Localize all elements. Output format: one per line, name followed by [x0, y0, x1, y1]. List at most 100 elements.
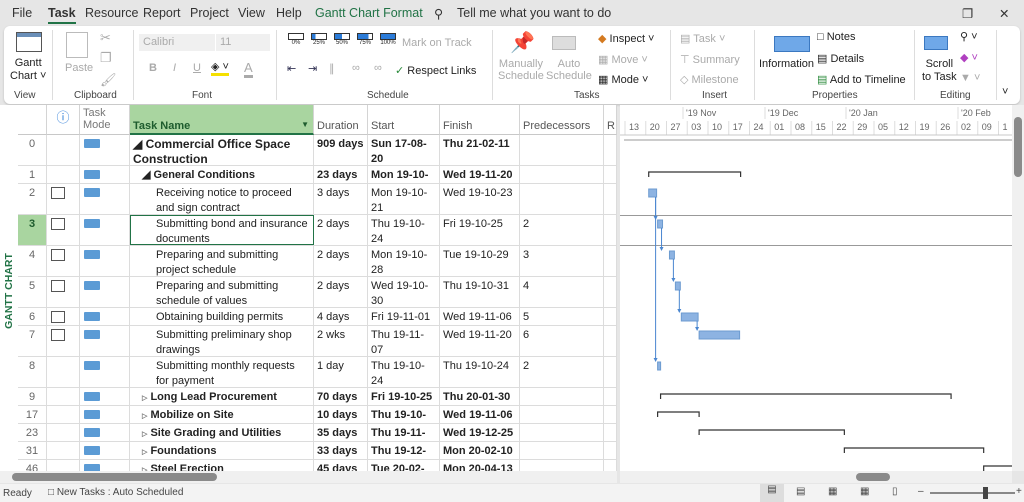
percent-complete-4-button[interactable]: 100% — [378, 33, 398, 46]
collapse-toggle-icon[interactable]: ▷ — [142, 449, 148, 456]
task-mode-cell[interactable] — [80, 460, 130, 471]
summary-bar[interactable] — [657, 411, 700, 417]
resource-sheet-icon[interactable]: ▦ — [860, 486, 870, 497]
task-name-cell[interactable]: ▷ Mobilize on Site — [130, 406, 314, 423]
report-icon[interactable]: ▯ — [892, 486, 898, 497]
font-color-button[interactable]: A — [244, 60, 253, 78]
predecessors-cell[interactable]: 6 — [520, 326, 604, 356]
zoom-slider[interactable] — [930, 487, 1015, 499]
resource-cell[interactable] — [604, 406, 617, 423]
row-number[interactable]: 2 — [18, 184, 47, 214]
collapse-toggle-icon[interactable]: ◢ — [142, 169, 154, 181]
gantt-scroll-thumb[interactable] — [856, 473, 890, 481]
collapse-toggle-icon[interactable]: ◢ — [133, 137, 146, 151]
predecessors-cell[interactable] — [520, 442, 604, 459]
collapse-toggle-icon[interactable]: ▷ — [142, 413, 148, 420]
task-name-cell[interactable]: ◢ General Conditions — [130, 166, 314, 183]
insert-summary-button[interactable]: ⊤ Summary — [680, 54, 740, 66]
task-row[interactable]: 31 ▷ Foundations 33 days Thu 19-12-26 Mo… — [18, 442, 617, 460]
resource-cell[interactable] — [604, 166, 617, 183]
row-number[interactable]: 1 — [18, 166, 47, 183]
row-number[interactable]: 0 — [18, 135, 47, 165]
paste-button[interactable]: Paste — [65, 62, 94, 74]
italic-button[interactable]: I — [173, 62, 177, 74]
duration-cell[interactable]: 909 days — [314, 135, 368, 165]
copy-icon[interactable]: ❐ — [100, 50, 112, 65]
task-row[interactable]: 4 Preparing and submitting project sched… — [18, 246, 617, 277]
tab-report[interactable]: Report — [143, 6, 181, 20]
finish-cell[interactable]: Fri 19-10-25 — [440, 215, 520, 245]
task-mode-cell[interactable] — [80, 442, 130, 459]
start-cell[interactable]: Fri 19-10-25 — [368, 388, 440, 405]
percent-complete-3-button[interactable]: 75% — [355, 33, 375, 46]
table-horizontal-scrollbar[interactable] — [0, 471, 617, 483]
tab-view[interactable]: View — [238, 6, 265, 20]
finish-cell[interactable]: Wed 19-11-20 — [440, 326, 520, 356]
header-resource[interactable]: R — [604, 105, 617, 135]
tab-resource[interactable]: Resource — [85, 6, 139, 20]
task-row[interactable]: 3 Submitting bond and insurance document… — [18, 215, 617, 246]
duration-cell[interactable]: 23 days — [314, 166, 368, 183]
resource-cell[interactable] — [604, 388, 617, 405]
gantt-horizontal-scrollbar[interactable] — [620, 471, 1012, 483]
resource-cell[interactable] — [604, 357, 617, 387]
resource-cell[interactable] — [604, 277, 617, 307]
collapse-ribbon-icon[interactable]: ˅ — [1002, 86, 1009, 98]
duration-cell[interactable]: 70 days — [314, 388, 368, 405]
summary-bar[interactable] — [843, 447, 985, 453]
header-duration[interactable]: Duration — [314, 105, 368, 135]
bold-button[interactable]: B — [149, 62, 157, 74]
predecessors-cell[interactable] — [520, 388, 604, 405]
font-family-select[interactable]: Calibri — [139, 34, 215, 51]
row-number[interactable]: 4 — [18, 246, 47, 276]
task-name-cell[interactable]: Submitting monthly requests for payment — [130, 357, 314, 387]
clear-icon[interactable]: ◆ ˅ — [960, 52, 978, 64]
task-bar[interactable] — [657, 361, 662, 371]
predecessors-cell[interactable] — [520, 460, 604, 471]
zoom-in-icon[interactable]: + — [1016, 486, 1022, 497]
filter-dropdown-icon[interactable]: ▼ — [301, 120, 309, 129]
underline-button[interactable]: U — [193, 62, 201, 74]
start-cell[interactable]: Mon 19-10-28 — [368, 246, 440, 276]
finish-cell[interactable]: Mon 20-04-13 — [440, 460, 520, 471]
gantt-view-icon[interactable]: ▤ — [760, 484, 784, 502]
team-planner-icon[interactable]: ▦ — [828, 486, 838, 497]
duration-cell[interactable]: 3 days — [314, 184, 368, 214]
task-mode-cell[interactable] — [80, 388, 130, 405]
header-finish[interactable]: Finish — [440, 105, 520, 135]
resource-cell[interactable] — [604, 246, 617, 276]
task-name-cell[interactable]: Submitting bond and insurance documents — [130, 215, 314, 245]
duration-cell[interactable]: 10 days — [314, 406, 368, 423]
row-number[interactable]: 5 — [18, 277, 47, 307]
indent-icon[interactable]: ⇥ — [308, 63, 318, 75]
task-row[interactable]: 9 ▷ Long Lead Procurement 70 days Fri 19… — [18, 388, 617, 406]
split-task-icon[interactable]: ∥ — [329, 63, 335, 75]
task-name-cell[interactable]: Obtaining building permits — [130, 308, 314, 325]
outdent-icon[interactable]: ⇤ — [287, 63, 297, 75]
font-size-select[interactable]: 11 — [216, 34, 270, 51]
gantt-chart-button[interactable]: Gantt Chart ˅ — [10, 57, 47, 82]
percent-complete-1-button[interactable]: 25% — [309, 33, 329, 46]
finish-cell[interactable]: Tue 19-10-29 — [440, 246, 520, 276]
task-row[interactable]: 46 ▷ Steel Erection 45 days Tue 20-02-11… — [18, 460, 617, 471]
header-task-mode[interactable]: Task Mode — [80, 105, 130, 135]
start-cell[interactable]: Thu 19-12-26 — [368, 442, 440, 459]
task-mode-cell[interactable] — [80, 184, 130, 214]
close-icon[interactable]: ✕ — [999, 7, 1010, 21]
resource-cell[interactable] — [604, 135, 617, 165]
task-row[interactable]: 17 ▷ Mobilize on Site 10 days Thu 19-10-… — [18, 406, 617, 424]
duration-cell[interactable]: 45 days — [314, 460, 368, 471]
duration-cell[interactable]: 33 days — [314, 442, 368, 459]
task-bar[interactable] — [674, 281, 681, 291]
predecessors-cell[interactable]: 2 — [520, 357, 604, 387]
task-bar[interactable] — [657, 219, 664, 229]
manually-schedule-button[interactable]: Manually Schedule — [498, 58, 544, 82]
task-bar[interactable] — [698, 330, 741, 340]
row-number[interactable]: 23 — [18, 424, 47, 441]
task-mode-cell[interactable] — [80, 277, 130, 307]
row-number[interactable]: 17 — [18, 406, 47, 423]
task-bar[interactable] — [680, 312, 699, 322]
finish-cell[interactable]: Wed 19-11-06 — [440, 406, 520, 423]
tab-project[interactable]: Project — [190, 6, 229, 20]
resource-cell[interactable] — [604, 308, 617, 325]
